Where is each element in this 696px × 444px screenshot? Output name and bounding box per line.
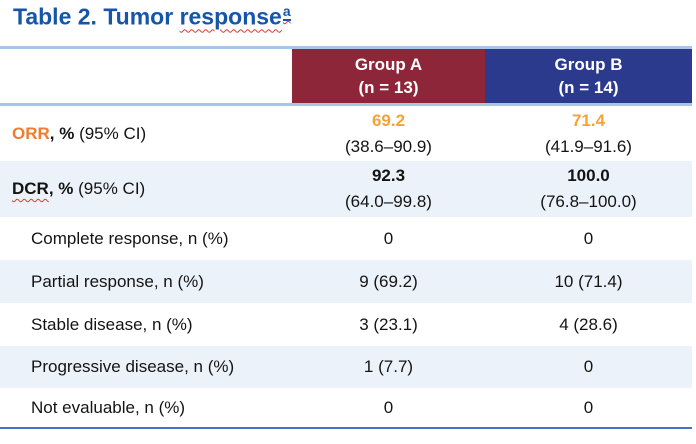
table-title-footnote-marker: a xyxy=(282,3,291,21)
row-label-progressive-disease: Progressive disease, n (%) xyxy=(31,357,235,376)
table-title-prefix: Table 2. Tumor xyxy=(13,3,180,30)
progressive-disease-group-b: 0 xyxy=(583,357,594,376)
table-title: Table 2. Tumor responsea xyxy=(13,3,291,31)
row-label-partial-response: Partial response, n (%) xyxy=(31,271,204,291)
not-evaluable-group-a: 0 xyxy=(383,397,394,417)
dcr-group-b-value: 100.0 xyxy=(567,166,610,185)
header-empty-cell xyxy=(0,49,292,103)
row-label-orr: ORR, % (95% CI) xyxy=(0,106,292,161)
table-row-not-evaluable: Not evaluable, n (%) 0 0 xyxy=(0,388,692,427)
orr-group-b-value: 71.4 xyxy=(571,110,606,130)
stable-disease-group-a: 3 (23.1) xyxy=(359,314,418,334)
orr-accent-text: ORR xyxy=(12,123,50,143)
partial-response-group-b: 10 (71.4) xyxy=(554,271,623,291)
orr-normal-text: (95% CI) xyxy=(74,123,147,143)
table-row-partial-response: Partial response, n (%) 9 (69.2) 10 (71.… xyxy=(0,260,692,303)
table-title-misspelled-word: response xyxy=(179,3,282,30)
orr-group-b-ci: (41.9–91.6) xyxy=(545,136,632,156)
dcr-group-b-cell: 100.0 (76.8–100.0) xyxy=(485,161,692,217)
dcr-accent-text: DCR xyxy=(12,179,49,198)
group-a-name: Group A xyxy=(354,55,423,74)
row-label-dcr: DCR, % (95% CI) xyxy=(0,161,292,217)
dcr-group-b-ci: (76.8–100.0) xyxy=(540,192,637,211)
row-label-stable-disease: Stable disease, n (%) xyxy=(31,314,193,334)
orr-group-a-ci: (38.6–90.9) xyxy=(345,136,432,156)
dcr-bold-text: , % xyxy=(48,179,74,198)
column-header-group-b: Group B (n = 14) xyxy=(485,49,692,103)
orr-group-a-value: 69.2 xyxy=(371,110,406,130)
orr-group-a-cell: 69.2 (38.6–90.9) xyxy=(292,106,485,161)
table-row-progressive-disease: Progressive disease, n (%) 1 (7.7) 0 xyxy=(0,346,692,388)
group-b-n: (n = 14) xyxy=(558,78,619,97)
table-row-complete-response: Complete response, n (%) 0 0 xyxy=(0,217,692,260)
table-header-row: Group A (n = 13) Group B (n = 14) xyxy=(0,49,692,106)
row-label-not-evaluable: Not evaluable, n (%) xyxy=(31,397,186,417)
not-evaluable-group-b: 0 xyxy=(583,397,594,417)
complete-response-group-b: 0 xyxy=(583,228,594,248)
group-a-n: (n = 13) xyxy=(358,78,419,97)
stable-disease-group-b: 4 (28.6) xyxy=(559,314,618,334)
column-header-group-a: Group A (n = 13) xyxy=(292,49,485,103)
dcr-normal-text: (95% CI) xyxy=(73,179,146,198)
progressive-disease-group-a: 1 (7.7) xyxy=(363,357,414,376)
row-label-complete-response: Complete response, n (%) xyxy=(31,228,229,248)
dcr-group-a-ci: (64.0–99.8) xyxy=(345,192,432,211)
table-row-stable-disease: Stable disease, n (%) 3 (23.1) 4 (28.6) xyxy=(0,303,692,346)
orr-group-b-cell: 71.4 (41.9–91.6) xyxy=(485,106,692,161)
table-row-dcr: DCR, % (95% CI) 92.3 (64.0–99.8) 100.0 (… xyxy=(0,161,692,217)
dcr-group-a-value: 92.3 xyxy=(371,166,406,185)
partial-response-group-a: 9 (69.2) xyxy=(359,271,418,291)
complete-response-group-a: 0 xyxy=(383,228,394,248)
tumor-response-table: Group A (n = 13) Group B (n = 14) ORR, %… xyxy=(0,46,692,429)
dcr-group-a-cell: 92.3 (64.0–99.8) xyxy=(292,161,485,217)
orr-bold-text: , % xyxy=(49,123,75,143)
table-row-orr: ORR, % (95% CI) 69.2 (38.6–90.9) 71.4 (4… xyxy=(0,106,692,161)
group-b-name: Group B xyxy=(554,55,623,74)
